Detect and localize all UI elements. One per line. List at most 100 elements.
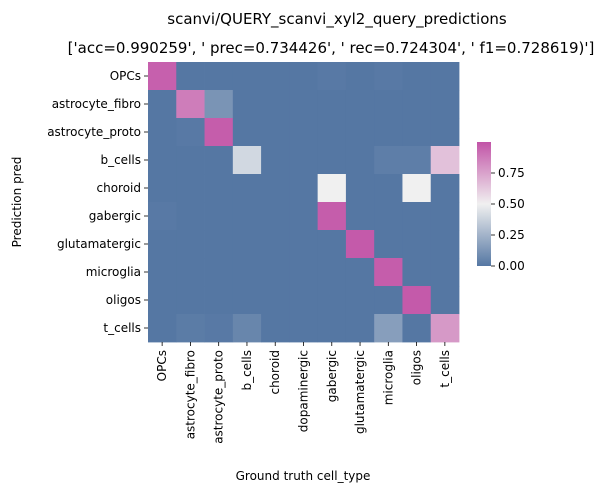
heatmap-cell: [176, 286, 205, 315]
heatmap-cell: [204, 286, 234, 315]
y-tick-label: glutamatergic: [57, 237, 141, 251]
heatmap-cell: [232, 90, 262, 119]
heatmap-cell: [261, 314, 290, 343]
heatmap-cell: [232, 202, 262, 231]
heatmap-cell: [176, 174, 205, 203]
y-tick-label: choroid: [96, 181, 141, 195]
heatmap-cell: [430, 174, 460, 203]
x-tick-label: microglia: [381, 350, 395, 405]
chart-title: scanvi/QUERY_scanvi_xyl2_query_predictio…: [167, 10, 507, 29]
y-tick-label: t_cells: [103, 321, 141, 335]
heatmap-cell: [261, 174, 290, 203]
heatmap-cell: [289, 258, 319, 287]
heatmap-cell: [148, 202, 177, 231]
heatmap-cell: [261, 286, 290, 315]
heatmap-cell: [232, 230, 262, 259]
heatmap-cell: [430, 230, 460, 259]
heatmap-cell: [374, 146, 403, 175]
heatmap-cell: [204, 62, 234, 91]
heatmap-cell: [261, 146, 290, 175]
heatmap-cell: [232, 258, 262, 287]
heatmap-cell: [402, 230, 432, 259]
heatmap-cell: [402, 62, 432, 91]
heatmap-cell: [176, 314, 205, 343]
heatmap-cell: [289, 314, 319, 343]
heatmap-cell: [374, 230, 403, 259]
x-tick-label: oligos: [410, 350, 424, 385]
heatmap-cell: [317, 230, 347, 259]
heatmap-cell: [261, 90, 290, 119]
colorbar-tick-label: 0.75: [498, 166, 525, 180]
y-tick-label: astrocyte_proto: [47, 125, 141, 139]
heatmap-cell: [430, 146, 460, 175]
heatmap-cell: [289, 118, 319, 147]
heatmap-cell: [430, 286, 460, 315]
heatmap-cell: [317, 286, 347, 315]
heatmap-cell: [176, 230, 205, 259]
heatmap-cell: [176, 146, 205, 175]
heatmap-cell: [204, 230, 234, 259]
heatmap-cell: [261, 202, 290, 231]
heatmap-cell: [261, 258, 290, 287]
x-tick-labels: OPCs astrocyte_fibro astrocyte_proto b_cell…: [155, 342, 452, 444]
heatmap-cell: [148, 62, 177, 91]
heatmap-cell: [430, 202, 460, 231]
heatmap-cell: [148, 258, 177, 287]
heatmap-cell: [345, 202, 375, 231]
y-axis-label: Prediction pred: [10, 157, 24, 248]
heatmap-cell: [204, 90, 234, 119]
heatmap-cells: [148, 62, 460, 343]
x-tick-label: t_cells: [438, 350, 452, 388]
heatmap-cell: [374, 90, 403, 119]
colorbar-tick-label: 0.50: [498, 197, 525, 211]
heatmap-cell: [317, 174, 347, 203]
heatmap-cell: [176, 202, 205, 231]
heatmap-cell: [374, 202, 403, 231]
heatmap-cell: [204, 146, 234, 175]
heatmap-cell: [204, 258, 234, 287]
x-tick-label: astrocyte_proto: [212, 350, 226, 444]
heatmap-cell: [402, 314, 432, 343]
heatmap-cell: [176, 258, 205, 287]
heatmap-cell: [148, 146, 177, 175]
y-tick-label: OPCs: [110, 69, 141, 83]
y-tick-label: gabergic: [89, 209, 141, 223]
heatmap-cell: [430, 90, 460, 119]
heatmap-cell: [289, 230, 319, 259]
heatmap-cell: [148, 286, 177, 315]
x-tick-label: glutamatergic: [353, 350, 367, 434]
x-tick-label: gabergic: [325, 350, 339, 402]
heatmap-cell: [289, 90, 319, 119]
y-tick-label: b_cells: [100, 153, 141, 167]
heatmap-cell: [148, 118, 177, 147]
heatmap-cell: [204, 202, 234, 231]
heatmap-cell: [402, 146, 432, 175]
x-tick-label: OPCs: [155, 350, 169, 381]
heatmap-cell: [402, 118, 432, 147]
y-tick-labels: OPCs astrocyte_fibro astrocyte_proto b_cell…: [47, 69, 148, 335]
heatmap-cell: [232, 314, 262, 343]
heatmap-cell: [374, 286, 403, 315]
heatmap-cell: [261, 118, 290, 147]
heatmap-cell: [148, 230, 177, 259]
heatmap-cell: [232, 118, 262, 147]
heatmap-cell: [289, 202, 319, 231]
x-tick-label: b_cells: [240, 350, 254, 391]
heatmap-cell: [345, 90, 375, 119]
colorbar-gradient: [477, 142, 491, 266]
heatmap-cell: [232, 174, 262, 203]
heatmap-cell: [204, 174, 234, 203]
heatmap-cell: [289, 146, 319, 175]
heatmap-cell: [374, 118, 403, 147]
heatmap-cell: [148, 90, 177, 119]
x-tick-label: choroid: [268, 350, 282, 395]
colorbar: 0.00 0.25 0.50 0.75: [477, 142, 525, 273]
heatmap-cell: [148, 174, 177, 203]
heatmap-cell: [345, 258, 375, 287]
x-tick-label: astrocyte_fibro: [183, 350, 197, 439]
heatmap-cell: [374, 174, 403, 203]
heatmap-cell: [430, 62, 460, 91]
heatmap-cell: [345, 314, 375, 343]
heatmap-cell: [430, 258, 460, 287]
heatmap-cell: [402, 286, 432, 315]
